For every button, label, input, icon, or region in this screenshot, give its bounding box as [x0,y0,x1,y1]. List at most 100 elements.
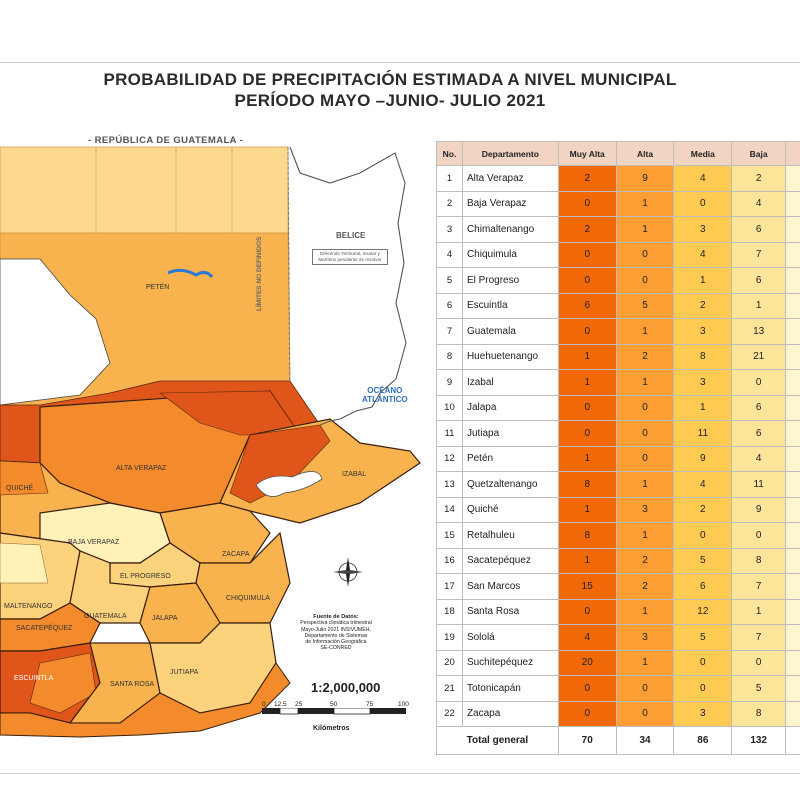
ocean-label-line1: OCÉANO [367,386,403,395]
header-extra [785,141,800,166]
row-no: 15 [436,522,463,549]
table-row: 6 Escuintla 6 5 2 1 [436,292,800,319]
table-row: 4 Chiquimula 0 0 4 7 [436,241,800,268]
row-alta: 0 [615,267,675,294]
row-baja: 1 [731,292,787,319]
table-row: 11 Jutiapa 0 0 11 6 [436,420,800,447]
dept-label-chimaltenango: MALTENANGO [4,603,53,610]
row-muy-alta: 1 [557,369,617,396]
table-row: 5 El Progreso 0 0 1 6 [436,267,800,294]
row-alta: 0 [615,445,675,472]
table-row: 10 Jalapa 0 0 1 6 [436,394,800,421]
row-no: 18 [436,598,463,625]
row-extra [785,165,800,192]
row-departamento: Quiché [461,496,559,523]
row-extra [785,369,800,396]
limites-label: LÍMITES NO DEFINIDOS [256,236,263,311]
row-alta: 0 [615,700,675,727]
row-media: 9 [673,445,733,472]
map-region-coast [0,662,291,738]
row-media: 12 [673,598,733,625]
dept-label-alta-verapaz: ALTA VERAPAZ [116,465,167,472]
source-line3: Departamento de Sistemas [304,632,368,639]
row-extra [785,700,800,727]
source-heading: Fuente de Datos: [313,614,359,620]
table-row: 16 Sacatepéquez 1 2 5 8 [436,547,800,574]
row-extra [785,598,800,625]
map-lake-peten-itza [167,268,214,278]
row-departamento: Guatemala [461,318,559,345]
table-header-row: No. Departamento Muy Alta Alta Media Baj… [436,141,800,166]
row-departamento: Sololá [461,624,559,651]
row-no: 7 [436,318,463,345]
scale-tick: 75 [366,701,374,708]
row-no: 13 [436,471,463,498]
row-no: 11 [436,420,463,447]
dept-label-escuintla: ESCUINTLA [14,675,54,682]
scale-tick: 0 [262,701,266,708]
row-extra [785,522,800,549]
row-departamento: Jutiapa [461,420,559,447]
row-muy-alta: 1 [557,547,617,574]
row-no: 8 [436,343,463,370]
scale-tick: 25 [295,701,303,708]
dept-label-el-progreso: EL PROGRESO [120,573,171,580]
row-media: 0 [673,190,733,217]
table-total-row: Total general 70 34 86 132 [436,726,800,755]
row-baja: 6 [731,267,787,294]
row-no: 16 [436,547,463,574]
table-row: 8 Huehuetenango 1 2 8 21 [436,343,800,370]
row-extra [785,190,800,217]
scale-tick: 100 [398,701,409,708]
total-muy-alta: 70 [557,726,617,755]
row-no: 10 [436,394,463,421]
row-extra [785,496,800,523]
row-no: 17 [436,573,463,600]
data-source-note: Fuente de Datos: Perspectiva climática t… [284,614,388,652]
row-alta: 1 [615,318,675,345]
row-media: 1 [673,267,733,294]
scale-units: Kilómetros [313,725,350,732]
row-muy-alta: 8 [557,522,617,549]
row-baja: 6 [731,216,787,243]
row-no: 12 [436,445,463,472]
row-extra [785,675,800,702]
row-muy-alta: 20 [557,649,617,676]
row-baja: 6 [731,420,787,447]
row-baja: 0 [731,369,787,396]
row-alta: 0 [615,241,675,268]
total-baja: 132 [731,726,787,755]
row-departamento: Suchitepéquez [461,649,559,676]
row-baja: 21 [731,343,787,370]
row-departamento: Jalapa [461,394,559,421]
row-media: 3 [673,216,733,243]
dept-label-peten: PETÉN [146,284,170,291]
row-extra [785,649,800,676]
row-alta: 1 [615,598,675,625]
dept-label-guatemala: GUATEMALA [84,613,127,620]
row-muy-alta: 0 [557,267,617,294]
row-departamento: Chimaltenango [461,216,559,243]
table-row: 13 Quetzaltenango 8 1 4 11 [436,471,800,498]
country-label: - REPÚBLICA DE GUATEMALA - [88,135,244,146]
row-no: 19 [436,624,463,651]
title-line-1: PROBABILIDAD DE PRECIPITACIÓN ESTIMADA A… [103,70,677,89]
table-row: 7 Guatemala 0 1 3 13 [436,318,800,345]
diferendo-note: Diferendo Territorial, Insular y Marítim… [312,249,388,265]
header-media: Media [673,141,733,166]
row-departamento: Zacapa [461,700,559,727]
source-line1: Perspectiva climática trimestral [300,620,372,627]
map-region-peten-north [0,146,289,234]
row-alta: 1 [615,471,675,498]
row-media: 0 [673,522,733,549]
row-media: 4 [673,165,733,192]
header-alta: Alta [615,141,675,166]
table-row: 14 Quiché 1 3 2 9 [436,496,800,523]
table-row: 15 Retalhuleu 8 1 0 0 [436,522,800,549]
row-media: 3 [673,318,733,345]
map-belize-coastline [289,146,407,426]
row-no: 6 [436,292,463,319]
row-baja: 13 [731,318,787,345]
row-departamento: Alta Verapaz [461,165,559,192]
dept-label-sacatepequez: SACATEPÉQUEZ [16,625,73,632]
